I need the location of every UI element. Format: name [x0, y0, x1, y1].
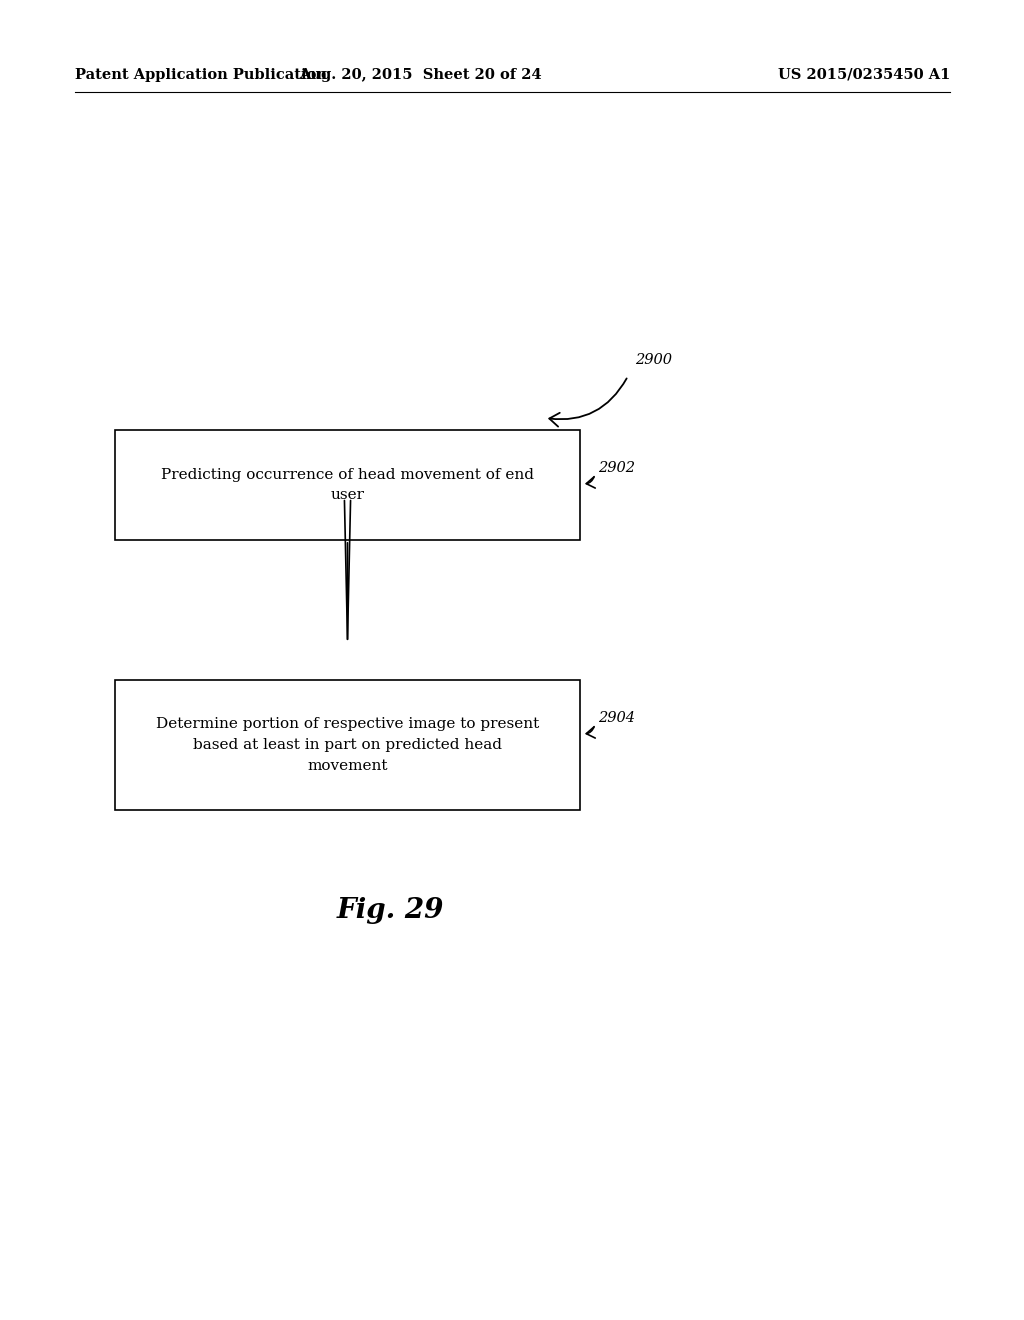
FancyArrowPatch shape: [587, 726, 595, 738]
Text: Determine portion of respective image to present
based at least in part on predi: Determine portion of respective image to…: [156, 717, 539, 772]
Text: 2904: 2904: [598, 711, 635, 725]
Text: Predicting occurrence of head movement of end
user: Predicting occurrence of head movement o…: [161, 467, 534, 503]
Bar: [115, 680, 580, 810]
Text: Fig. 29: Fig. 29: [336, 896, 443, 924]
Text: US 2015/0235450 A1: US 2015/0235450 A1: [777, 69, 950, 82]
Text: 2900: 2900: [635, 352, 672, 367]
FancyArrowPatch shape: [549, 379, 627, 426]
Text: Patent Application Publication: Patent Application Publication: [75, 69, 327, 82]
Bar: [115, 430, 580, 540]
Text: 2902: 2902: [598, 461, 635, 475]
FancyArrowPatch shape: [587, 477, 595, 488]
Text: Aug. 20, 2015  Sheet 20 of 24: Aug. 20, 2015 Sheet 20 of 24: [299, 69, 542, 82]
